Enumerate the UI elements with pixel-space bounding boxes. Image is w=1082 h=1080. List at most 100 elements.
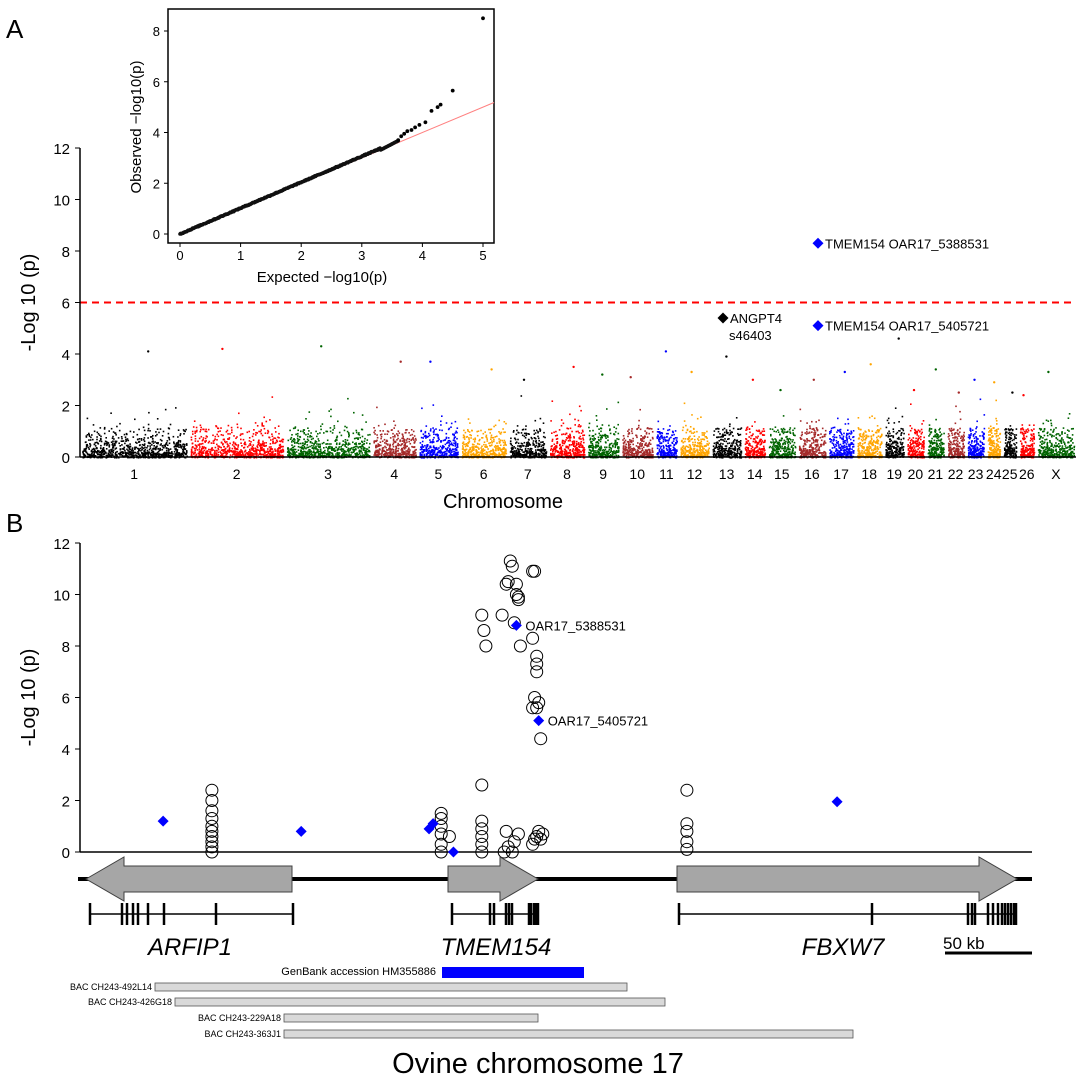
imputed-snp: [477, 624, 491, 637]
genotyped-snp: [157, 815, 169, 827]
qq-points: [178, 16, 485, 236]
chromosome-X-points: [1037, 370, 1076, 459]
chromosome-label-16: 16: [804, 466, 820, 482]
chromosome-11-points: [656, 350, 678, 459]
regional-y-tick-label: 8: [62, 639, 70, 656]
chromosome-8-points: [550, 365, 586, 459]
bac-clone-bar-1: [174, 997, 666, 1007]
chromosome-9-points: [588, 373, 620, 459]
qq-tail-point: [396, 138, 401, 143]
chromosome-24-points: [987, 381, 1002, 459]
chromosome-22-points: [947, 391, 966, 459]
genotyped-snps: [157, 619, 843, 858]
chromosome-label-6: 6: [480, 466, 488, 482]
gene-arrow-arfip1: [85, 856, 293, 902]
chromosome-label-3: 3: [324, 466, 332, 482]
chromosome-18-points: [857, 363, 883, 459]
imputed-snp: [479, 639, 493, 653]
panel-letter-a: A: [6, 14, 24, 44]
qq-tail-point: [435, 105, 440, 109]
qq-x-tick-label: 1: [237, 248, 244, 263]
qq-x-tick-label: 2: [298, 248, 305, 263]
chromosome-12-points: [680, 370, 710, 459]
imputed-snp: [205, 840, 219, 854]
imputed-snp: [475, 814, 489, 828]
regional-association-plot: 0 2 4 6 8 10 12 -Log 10 (p) OAR17_5388531 OAR17_5…: [18, 536, 1032, 862]
imputed-snp: [434, 837, 448, 851]
highlight-snp-label-2: ANGPT4: [730, 311, 782, 326]
chromosome-21-points: [927, 368, 945, 459]
imputed-snp: [205, 835, 219, 849]
gene-label-fbxw7: FBXW7: [802, 934, 886, 961]
imputed-snp: [534, 732, 548, 746]
qq-tail-point: [450, 88, 455, 93]
genotyped-snp: [427, 818, 439, 830]
chromosome-label-25: 25: [1002, 466, 1018, 482]
chromosome-label-8: 8: [563, 466, 571, 482]
chromosome-26-points: [1019, 394, 1036, 459]
imputed-snp: [475, 608, 489, 622]
bac-clone-label-1: BAC CH243-426G18: [88, 997, 172, 1007]
imputed-snp: [505, 559, 519, 573]
imputed-snp: [434, 845, 448, 859]
chromosome-14-points: [744, 378, 767, 459]
imputed-snp: [475, 830, 489, 843]
manhattan-y-tick-label: 0: [62, 450, 70, 467]
chromosome-17-points: [829, 370, 855, 459]
chromosome-label-1: 1: [130, 466, 138, 482]
manhattan-x-label: Chromosome: [443, 491, 563, 513]
imputed-snp: [680, 824, 694, 838]
imputed-snp: [501, 575, 515, 589]
qq-y-label: Observed −log10(p): [128, 61, 145, 194]
bac-clones: GenBank accession HM355886 BAC CH243-492L…: [70, 966, 854, 1039]
chromosome-label-4: 4: [390, 466, 398, 482]
manhattan-y-tick-label: 4: [62, 347, 70, 364]
chromosome-label-24: 24: [986, 466, 1002, 482]
bac-clone-bar-0: [154, 982, 628, 992]
chromosome-label-14: 14: [747, 466, 763, 482]
imputed-snp: [526, 631, 540, 645]
imputed-snp: [434, 827, 448, 841]
imputed-snp: [205, 824, 219, 838]
regional-y-tick-label: 10: [53, 588, 70, 605]
imputed-snp: [205, 830, 219, 843]
chromosome-19-points: [885, 337, 905, 459]
imputed-snp: [499, 577, 513, 591]
imputed-snp: [680, 783, 694, 797]
chromosome-label-18: 18: [861, 466, 877, 482]
imputed-snp: [205, 783, 219, 797]
chromosome-label-X: X: [1051, 466, 1061, 482]
chromosome-2-points: [190, 347, 285, 459]
imputed-snp: [680, 842, 694, 856]
imputed-snp: [499, 824, 513, 838]
regional-snp-label-0: OAR17_5388531: [525, 618, 625, 633]
gene-arrow-tmem154: [447, 856, 539, 902]
regional-y-tick-label: 12: [53, 536, 70, 553]
qq-tail-point: [438, 102, 443, 107]
exon-structure-fbxw7: [677, 903, 1018, 925]
panel-letter-b: B: [6, 508, 23, 538]
regional-snp-label-1: OAR17_5405721: [548, 714, 648, 729]
qq-y-tick-label: 0: [153, 227, 160, 242]
chromosome-label-13: 13: [719, 466, 735, 482]
highlight-snp-label2-2: s46403: [729, 328, 772, 343]
imputed-snp: [511, 827, 525, 841]
chromosome-label-22: 22: [948, 466, 964, 482]
chromosome-15-points: [768, 388, 797, 459]
chromosome-label-15: 15: [774, 466, 790, 482]
gene-track: ARFIP1 TMEM154 FBXW7 50 kb: [78, 856, 1032, 961]
imputed-snp: [503, 554, 517, 568]
genotyped-snp: [831, 796, 843, 808]
imputed-snp: [532, 824, 546, 838]
bac-clone-bar-3: [283, 1029, 854, 1039]
gene-arrow-fbxw7: [676, 856, 1018, 902]
regional-y-label: -Log 10 (p): [18, 649, 40, 747]
genbank-accession-bar: [442, 967, 584, 978]
chromosome-label-19: 19: [887, 466, 903, 482]
chromosome-label-21: 21: [928, 466, 944, 482]
imputed-snp: [513, 639, 527, 653]
chromosome-1-points: [82, 350, 188, 459]
chromosome-6-points: [461, 368, 508, 459]
imputed-snp: [495, 608, 509, 622]
imputed-snp: [434, 812, 448, 825]
